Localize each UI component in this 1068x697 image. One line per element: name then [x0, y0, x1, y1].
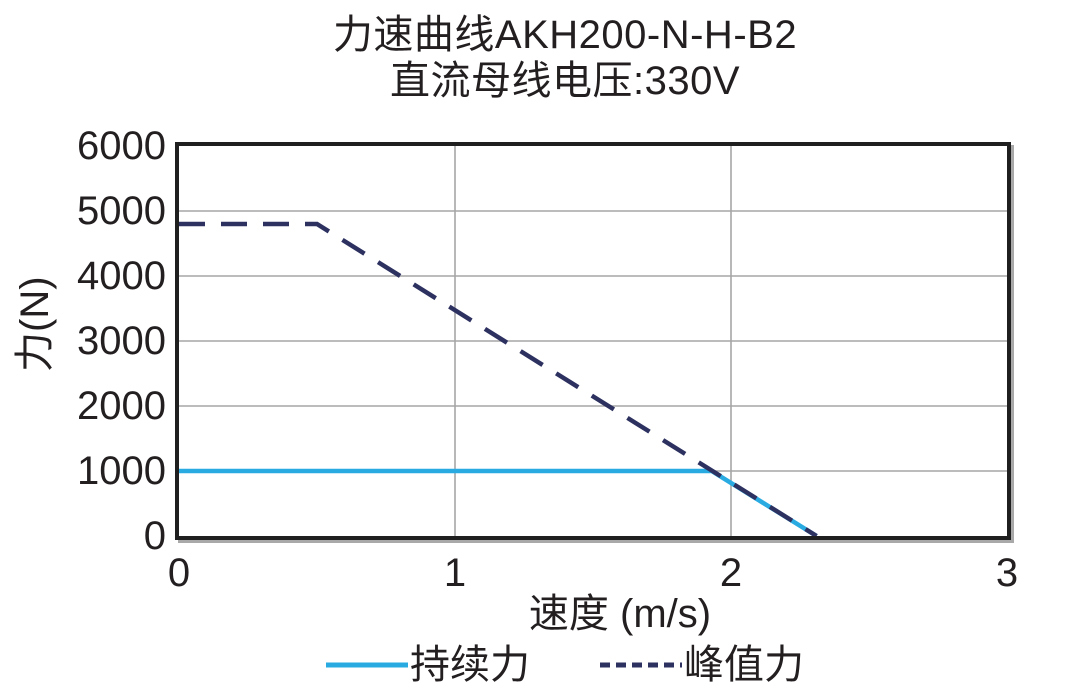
plot-area — [175, 142, 1011, 540]
peak-force-legend-line-icon — [600, 662, 682, 668]
x-tick-label: 3 — [995, 551, 1019, 595]
y-tick-label: 3000 — [77, 319, 166, 363]
legend-label-peak-force: 峰值力 — [684, 643, 804, 687]
chart-title: 力速曲线AKH200-N-H-B2 — [332, 13, 798, 57]
title-block: 力速曲线AKH200-N-H-B2 直流母线电压:330V — [65, 12, 1065, 104]
continuous-force-legend-line-icon — [326, 662, 408, 668]
chart-subtitle: 直流母线电压:330V — [389, 59, 741, 103]
y-tick-label: 4000 — [77, 254, 166, 298]
peak-force-line — [179, 221, 818, 536]
y-tick-label: 0 — [143, 514, 166, 558]
legend-item-continuous-force: 持续力 — [326, 642, 530, 688]
x-axis-label: 速度 (m/s) — [528, 592, 712, 636]
x-tick-label: 1 — [443, 551, 467, 595]
y-tick-label: 2000 — [77, 384, 166, 428]
legend-item-peak-force: 峰值力 — [600, 642, 804, 688]
y-tick-label: 1000 — [77, 449, 166, 493]
legend: 持续力 峰值力 — [65, 642, 1065, 688]
continuous-force-line — [179, 468, 818, 536]
y-tick-label: 6000 — [77, 124, 166, 168]
x-tick-label: 2 — [719, 551, 743, 595]
x-tick-label: 0 — [167, 551, 191, 595]
y-tick-label: 5000 — [77, 189, 166, 233]
legend-label-continuous-force: 持续力 — [410, 643, 530, 687]
